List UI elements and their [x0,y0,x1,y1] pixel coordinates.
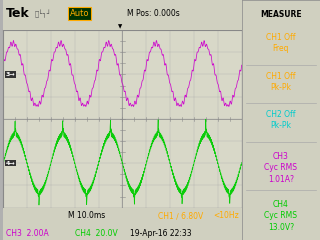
Text: 3→: 3→ [6,72,16,77]
Text: CH3  2.00A: CH3 2.00A [5,229,48,238]
Text: M 10.0ms: M 10.0ms [68,211,105,220]
Text: Tek: Tek [5,7,29,20]
Text: CH3
Cyc RMS
1.01A?: CH3 Cyc RMS 1.01A? [264,152,297,184]
Text: CH4  20.0V: CH4 20.0V [75,229,117,238]
Text: CH1 ∕ 6.80V: CH1 ∕ 6.80V [158,211,204,220]
Text: ▼: ▼ [118,24,122,30]
Text: CH1 Off
Freq: CH1 Off Freq [266,33,296,53]
Text: MEASURE: MEASURE [260,10,302,19]
Text: CH1 Off
Pk-Pk: CH1 Off Pk-Pk [266,72,296,92]
Text: CH2 Off
Pk-Pk: CH2 Off Pk-Pk [266,110,296,130]
Text: M Pos: 0.000s: M Pos: 0.000s [127,9,180,18]
Text: 4→: 4→ [6,161,16,166]
Text: <10Hz: <10Hz [213,211,239,220]
Text: 19-Apr-16 22:33: 19-Apr-16 22:33 [130,229,191,238]
Text: ⎺└┐┘: ⎺└┐┘ [34,9,51,18]
Text: Auto: Auto [70,9,90,18]
Text: CH4
Cyc RMS
13.0V?: CH4 Cyc RMS 13.0V? [264,200,297,232]
